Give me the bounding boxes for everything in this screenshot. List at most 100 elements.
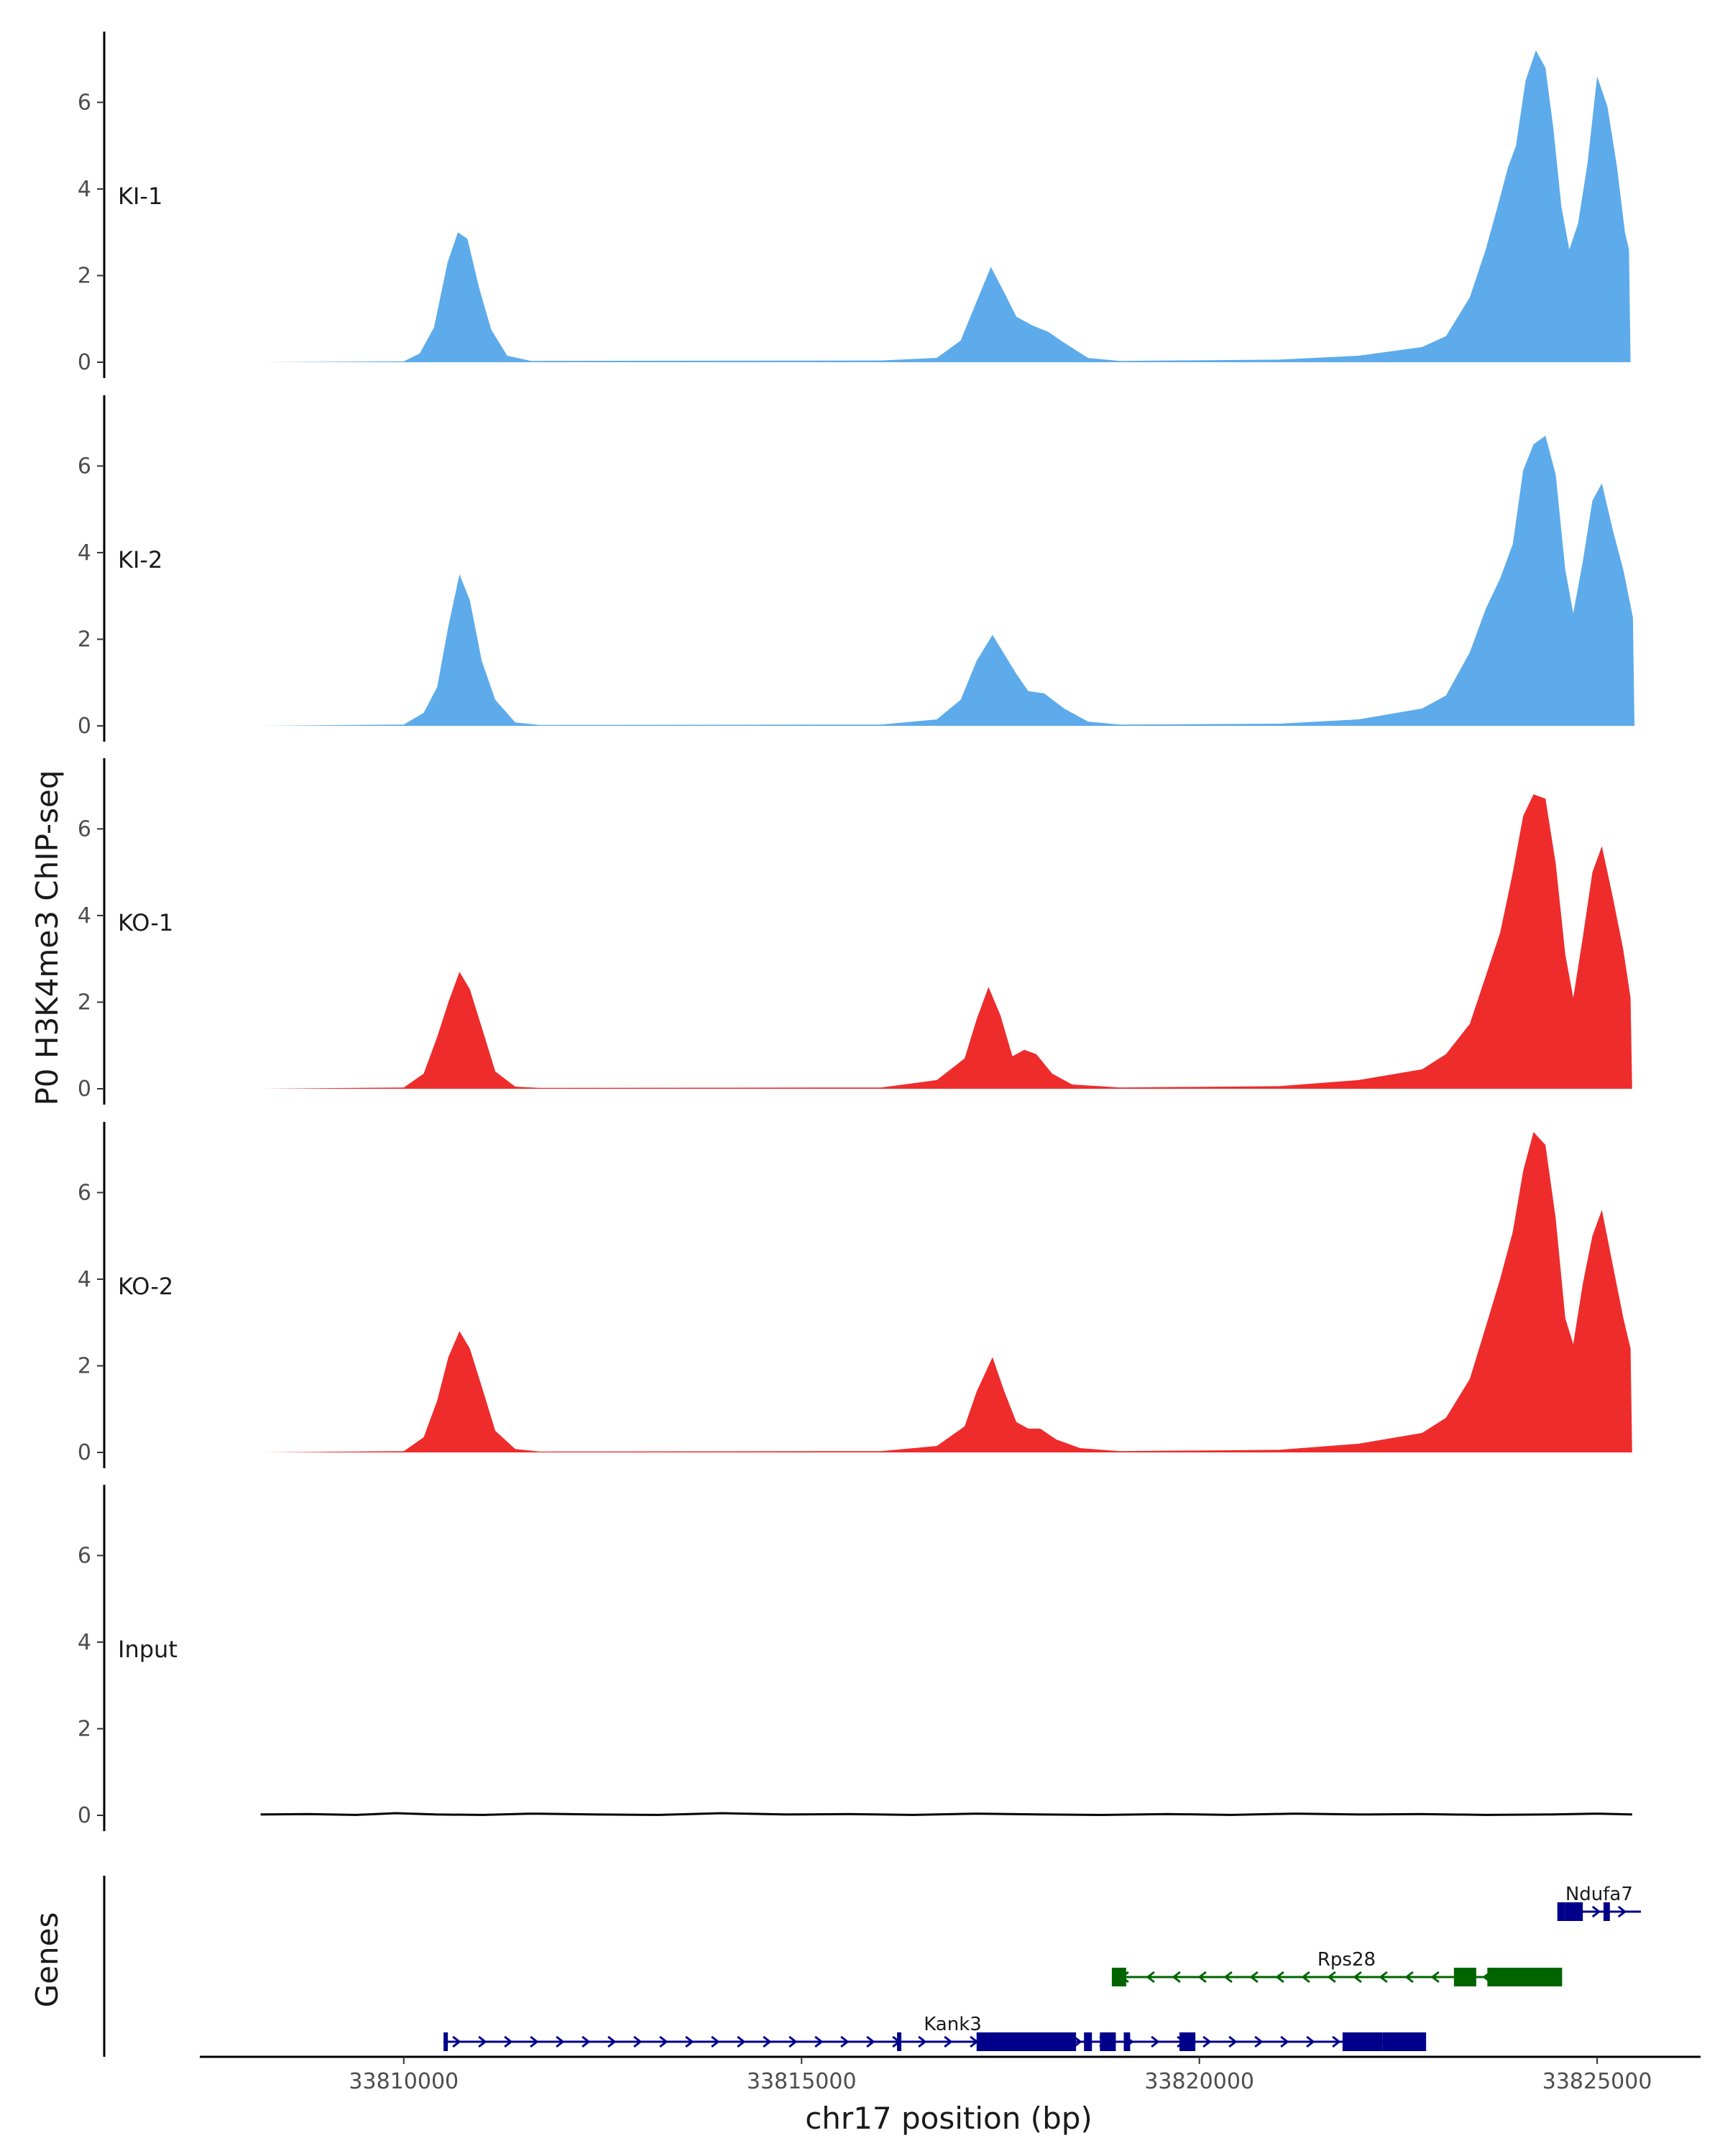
gene-label: Rps28 (1317, 1949, 1376, 1971)
y-tick-label: 4 (78, 177, 91, 202)
exon (1382, 2032, 1427, 2051)
strand-arrow (1332, 2035, 1341, 2048)
strand-arrow (1430, 1971, 1440, 1984)
strand-arrow (763, 2035, 772, 2048)
strand-arrow (1327, 1971, 1336, 1984)
strand-arrow (1280, 2035, 1289, 2048)
signal-line (260, 1812, 1632, 1816)
x-axis-title: chr17 position (bp) (805, 2101, 1092, 2136)
strand-arrow (1146, 1971, 1155, 1984)
strand-arrow (1306, 2035, 1315, 2048)
y-tick-label: 0 (78, 1803, 91, 1828)
exon (1123, 2032, 1131, 2051)
y-tick-label: 0 (78, 1440, 91, 1465)
track-label: KI-2 (118, 546, 162, 573)
gene-kank3: Kank3 (443, 2014, 1427, 2051)
strand-arrow (607, 2035, 617, 2048)
strand-arrow (685, 2035, 694, 2048)
strand-arrow (556, 2035, 565, 2048)
x-tick-label: 33820000 (1144, 2069, 1254, 2094)
gene-label: Kank3 (924, 2014, 982, 2035)
y-tick-label: 6 (78, 816, 91, 842)
gene-label: Ndufa7 (1565, 1884, 1633, 1905)
signal-area (260, 436, 1635, 726)
exon (897, 2032, 902, 2051)
exon (1179, 2032, 1196, 2051)
track-ki-2: 0 2 4 6 KI-2 (78, 395, 1635, 742)
strand-arrow (1172, 1971, 1181, 1984)
signal-area (260, 50, 1631, 362)
gene-annotation-track: Ndufa7 Rps28 Kank3 (103, 1876, 1641, 2057)
strand-arrow (1379, 1971, 1388, 1984)
strand-arrow (1591, 1905, 1601, 1918)
x-tick-label: 33815000 (747, 2069, 857, 2094)
exon (1565, 1902, 1583, 1921)
strand-arrow (944, 2035, 953, 2048)
track-label: Input (118, 1636, 178, 1663)
strand-arrow (1301, 1971, 1310, 1984)
exon (1342, 2032, 1383, 2051)
strand-arrow (530, 2035, 539, 2048)
strand-arrow (1223, 1971, 1233, 1984)
y-tick-label: 2 (78, 263, 91, 288)
strand-arrow (1197, 1971, 1207, 1984)
y-tick-label: 0 (78, 1077, 91, 1102)
y-tick-label: 2 (78, 1353, 91, 1378)
strand-arrow (840, 2035, 850, 2048)
track-input: 0 2 4 6 Input (78, 1485, 1632, 1831)
track-ko-1: 0 2 4 6 KO-1 (78, 758, 1632, 1105)
strand-arrow (711, 2035, 720, 2048)
genes-axis-title: Genes (29, 1912, 65, 2008)
strand-arrow (1249, 1971, 1259, 1984)
exon (1111, 1968, 1126, 1986)
track-ko-2: 0 2 4 6 KO-2 (78, 1122, 1632, 1468)
strand-arrow (633, 2035, 643, 2048)
exon (1603, 1902, 1610, 1921)
strand-arrow (1202, 2035, 1212, 2048)
exon (1100, 2032, 1116, 2051)
strand-arrow (1353, 1971, 1362, 1984)
y-tick-label: 4 (78, 540, 91, 566)
y-tick-label: 2 (78, 627, 91, 652)
y-tick-label: 0 (78, 714, 91, 739)
strand-arrow (1228, 2035, 1238, 2048)
strand-arrow (452, 2035, 461, 2048)
y-tick-label: 4 (78, 903, 91, 929)
y-tick-label: 6 (78, 1180, 91, 1205)
gene-rps28: Rps28 (1111, 1949, 1563, 1986)
y-tick-label: 6 (78, 90, 91, 115)
track-label: KO-1 (118, 909, 173, 936)
strand-arrow (866, 2035, 875, 2048)
strand-arrow (737, 2035, 746, 2048)
track-label: KO-2 (118, 1273, 173, 1300)
strand-arrow (581, 2035, 591, 2048)
x-axis: 33810000 33815000 33820000 33825000 (200, 2055, 1701, 2094)
strand-arrow (478, 2035, 487, 2048)
exon (443, 2032, 448, 2051)
strand-arrow (1617, 1905, 1627, 1918)
signal-area (260, 1132, 1632, 1452)
strand-arrow (659, 2035, 668, 2048)
y-axis-title: P0 H3K4me3 ChIP-seq (29, 770, 65, 1105)
exon (1547, 1968, 1563, 1986)
exon (1557, 1902, 1565, 1921)
y-tick-label: 2 (78, 1716, 91, 1741)
strand-arrow (1151, 2035, 1160, 2048)
exon (1084, 2032, 1092, 2051)
x-tick-label: 33810000 (349, 2069, 459, 2094)
y-tick-label: 4 (78, 1630, 91, 1655)
signal-area (260, 794, 1632, 1089)
strand-arrow (814, 2035, 824, 2048)
y-tick-label: 4 (78, 1267, 91, 1292)
y-tick-label: 6 (78, 453, 91, 479)
signal-tracks: 0 2 4 6 KI-1 0 2 4 6 KI-2 0 2 4 6 KO-1 0 2 4 6 KO-2 0 2 4 6 Inpu… (78, 32, 1635, 1831)
y-tick-label: 6 (78, 1543, 91, 1568)
strand-arrow (918, 2035, 927, 2048)
strand-arrow (1073, 2035, 1082, 2048)
x-tick-label: 33825000 (1542, 2069, 1652, 2094)
y-tick-label: 0 (78, 350, 91, 375)
exon (1487, 1968, 1548, 1986)
exon (1453, 1968, 1476, 1986)
strand-arrow (788, 2035, 798, 2048)
